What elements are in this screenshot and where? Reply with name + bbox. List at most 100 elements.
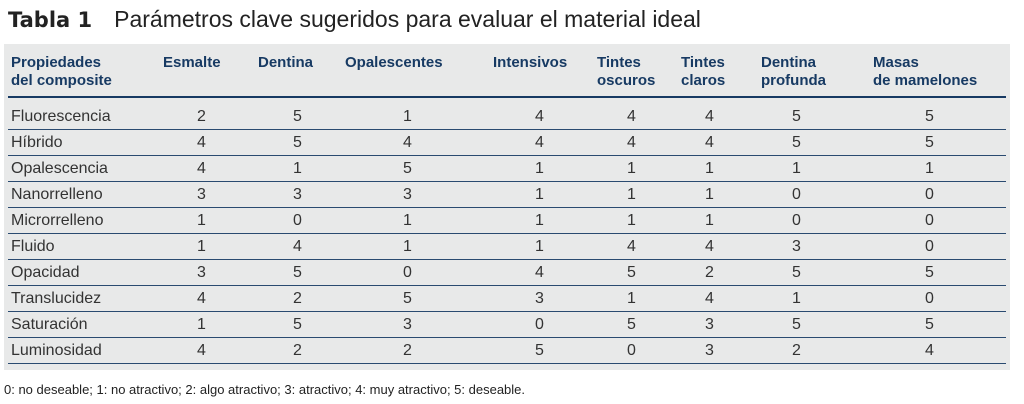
header-line: Tintes xyxy=(681,54,725,71)
rating-cell: 4 xyxy=(160,285,255,312)
rating-cell: 1 xyxy=(342,207,490,234)
rating-cell: 1 xyxy=(490,207,594,234)
column-header: Dentina profunda xyxy=(758,44,870,98)
rating-cell: 0 xyxy=(342,259,490,286)
table-row: Luminosidad 4 2 2 5 0 3 2 4 xyxy=(8,337,1006,364)
header-line: Tintes xyxy=(597,54,641,71)
rating-cell: 1 xyxy=(490,155,594,182)
rating-cell: 4 xyxy=(594,97,678,130)
rating-cell: 5 xyxy=(255,259,342,286)
legend-footnote: 0: no deseable; 1: no atractivo; 2: algo… xyxy=(4,382,526,397)
table-panel: Propiedades del composite Esmalte Dentina Op… xyxy=(4,44,1010,370)
header-line: profunda xyxy=(761,72,826,89)
column-header: Tintes oscuros xyxy=(594,44,678,98)
rating-cell: 1 xyxy=(490,233,594,260)
table-caption: Parámetros clave sugeridos para evaluar … xyxy=(114,6,701,32)
rating-cell: 3 xyxy=(678,337,758,364)
rating-cell: 4 xyxy=(870,337,1006,364)
rating-cell: 4 xyxy=(490,97,594,130)
rating-cell: 1 xyxy=(594,155,678,182)
rating-cell: 0 xyxy=(870,207,1006,234)
rating-cell: 0 xyxy=(870,285,1006,312)
property-name: Fluido xyxy=(8,233,160,260)
rating-cell: 5 xyxy=(255,97,342,130)
rating-cell: 2 xyxy=(255,337,342,364)
rating-cell: 1 xyxy=(594,285,678,312)
rating-cell: 5 xyxy=(255,311,342,338)
rating-cell: 3 xyxy=(342,311,490,338)
property-name: Luminosidad xyxy=(8,337,160,364)
rating-cell: 0 xyxy=(870,233,1006,260)
property-name: Microrrelleno xyxy=(8,207,160,234)
rating-cell: 5 xyxy=(758,97,870,130)
property-name: Saturación xyxy=(8,311,160,338)
rating-cell: 5 xyxy=(490,337,594,364)
rating-cell: 5 xyxy=(870,311,1006,338)
rating-cell: 1 xyxy=(870,155,1006,182)
column-header: Masas de mamelones xyxy=(870,44,1006,98)
rating-cell: 5 xyxy=(255,129,342,156)
rating-cell: 3 xyxy=(678,311,758,338)
table-row: Saturación 1 5 3 0 5 3 5 5 xyxy=(8,311,1006,338)
table-row: Opalescencia 4 1 5 1 1 1 1 1 xyxy=(8,155,1006,182)
table-row: Nanorrelleno 3 3 3 1 1 1 0 0 xyxy=(8,181,1006,208)
rating-cell: 1 xyxy=(678,207,758,234)
property-name: Nanorrelleno xyxy=(8,181,160,208)
table-title: Tabla 1 Parámetros clave sugeridos para e… xyxy=(8,6,701,33)
rating-cell: 4 xyxy=(160,155,255,182)
column-header: Opalescentes xyxy=(342,44,490,98)
rating-cell: 1 xyxy=(758,285,870,312)
table-row: Translucidez 4 2 5 3 1 4 1 0 xyxy=(8,285,1006,312)
rating-cell: 0 xyxy=(758,207,870,234)
column-header: Tintes claros xyxy=(678,44,758,98)
rating-cell: 1 xyxy=(758,155,870,182)
header-line: de mamelones xyxy=(873,72,978,89)
rating-cell: 4 xyxy=(678,233,758,260)
rating-cell: 2 xyxy=(255,285,342,312)
rating-cell: 4 xyxy=(490,259,594,286)
rating-cell: 1 xyxy=(594,181,678,208)
rating-cell: 3 xyxy=(758,233,870,260)
column-header: Propiedades del composite xyxy=(8,44,160,98)
rating-cell: 4 xyxy=(594,129,678,156)
rating-cell: 1 xyxy=(160,207,255,234)
table-row: Fluido 1 4 1 1 4 4 3 0 xyxy=(8,233,1006,260)
table-number: Tabla 1 xyxy=(8,8,93,32)
rating-cell: 4 xyxy=(490,129,594,156)
rating-cell: 4 xyxy=(160,337,255,364)
rating-cell: 1 xyxy=(594,207,678,234)
rating-cell: 3 xyxy=(255,181,342,208)
property-name: Fluorescencia xyxy=(8,97,160,130)
column-header: Dentina xyxy=(255,44,342,98)
rating-cell: 3 xyxy=(160,259,255,286)
rating-cell: 2 xyxy=(758,337,870,364)
rating-cell: 5 xyxy=(758,129,870,156)
rating-cell: 5 xyxy=(594,311,678,338)
header-line: Intensivos xyxy=(493,54,568,71)
rating-cell: 4 xyxy=(678,97,758,130)
rating-cell: 1 xyxy=(342,233,490,260)
column-header: Intensivos xyxy=(490,44,594,98)
rating-cell: 2 xyxy=(160,97,255,130)
rating-cell: 1 xyxy=(255,155,342,182)
rating-cell: 1 xyxy=(160,311,255,338)
rating-cell: 1 xyxy=(160,233,255,260)
rating-cell: 4 xyxy=(255,233,342,260)
header-row: Propiedades del composite Esmalte Dentina Op… xyxy=(8,44,1006,98)
rating-cell: 3 xyxy=(160,181,255,208)
rating-cell: 5 xyxy=(342,285,490,312)
parameters-table: Propiedades del composite Esmalte Dentina Op… xyxy=(8,44,1006,364)
table-row: Híbrido 4 5 4 4 4 4 5 5 xyxy=(8,129,1006,156)
rating-cell: 4 xyxy=(678,129,758,156)
header-line: Masas xyxy=(873,54,919,71)
property-name: Híbrido xyxy=(8,129,160,156)
rating-cell: 5 xyxy=(758,311,870,338)
property-name: Opalescencia xyxy=(8,155,160,182)
rating-cell: 3 xyxy=(342,181,490,208)
rating-cell: 0 xyxy=(758,181,870,208)
header-line: Opalescentes xyxy=(345,54,443,71)
table-row: Fluorescencia 2 5 1 4 4 4 5 5 xyxy=(8,97,1006,130)
rating-cell: 1 xyxy=(490,181,594,208)
header-line: claros xyxy=(681,72,726,89)
rating-cell: 0 xyxy=(255,207,342,234)
